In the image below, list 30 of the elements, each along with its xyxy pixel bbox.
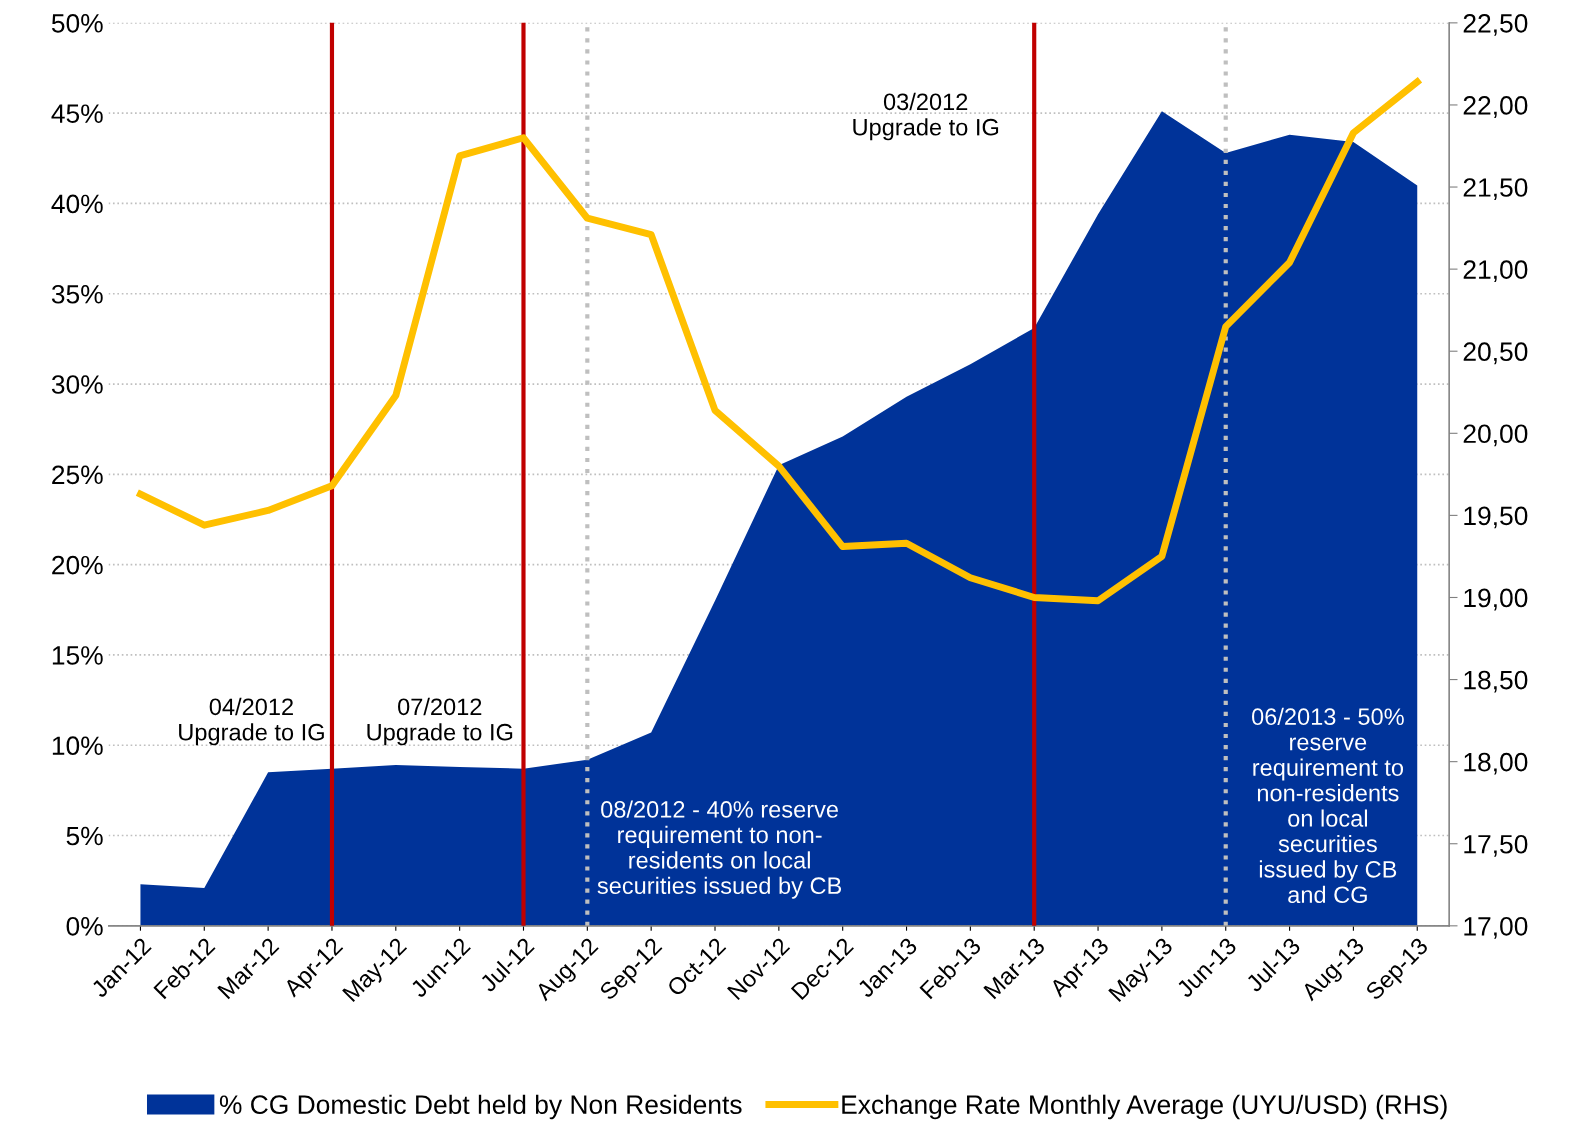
y-tick-label: 5% bbox=[66, 826, 103, 846]
y2-tick-label: 21,00 bbox=[1463, 260, 1528, 283]
y-tick-label: 45% bbox=[51, 104, 103, 123]
y2-tick-label: 17,50 bbox=[1464, 834, 1528, 857]
y2-tick-label: 21,50 bbox=[1463, 178, 1528, 200]
y-tick-label: 20% bbox=[52, 555, 103, 575]
y2-tick-label: 18,50 bbox=[1464, 670, 1528, 693]
y-tick-label: 10% bbox=[52, 736, 103, 756]
y-tick-label: 50% bbox=[51, 13, 103, 33]
legend-label: Exchange Rate Monthly Average (UYU/USD) (RHS) bbox=[842, 1094, 1447, 1120]
y2-tick-label: 18,00 bbox=[1464, 752, 1528, 775]
y2-tick-label: 20,00 bbox=[1463, 424, 1528, 447]
y2-tick-label: 17,00 bbox=[1464, 916, 1528, 939]
ref-line-label: 08/2012 - 40% reserve requirement to non- residents on local securities issued by CB bbox=[597, 800, 842, 899]
y-tick-label: 30% bbox=[51, 375, 103, 394]
ref-line-label: 03/2012 Upgrade to IG bbox=[853, 92, 999, 141]
ref-line-label: 07/2012 Upgrade to IG bbox=[367, 697, 513, 746]
y-tick-label: 35% bbox=[51, 284, 103, 304]
y2-tick-label: 22,00 bbox=[1463, 96, 1528, 118]
y2-tick-label: 19,00 bbox=[1464, 588, 1528, 611]
y2-tick-label: 22,50 bbox=[1463, 13, 1528, 36]
y-tick-label: 0% bbox=[66, 916, 103, 936]
y-tick-label: 25% bbox=[52, 465, 103, 485]
y2-tick-label: 20,50 bbox=[1463, 342, 1528, 365]
ref-line-label: 04/2012 Upgrade to IG bbox=[179, 697, 324, 746]
y2-tick-label: 19,50 bbox=[1464, 506, 1528, 529]
y-tick-label: 15% bbox=[52, 646, 103, 665]
y-tick-label: 40% bbox=[51, 194, 103, 214]
legend-label: % CG Domestic Debt held by Non Residents bbox=[219, 1094, 742, 1120]
ref-line-label: 06/2013 - 50% reserve requirement to non-residents on local securities issued by CB and CG bbox=[1252, 707, 1404, 904]
